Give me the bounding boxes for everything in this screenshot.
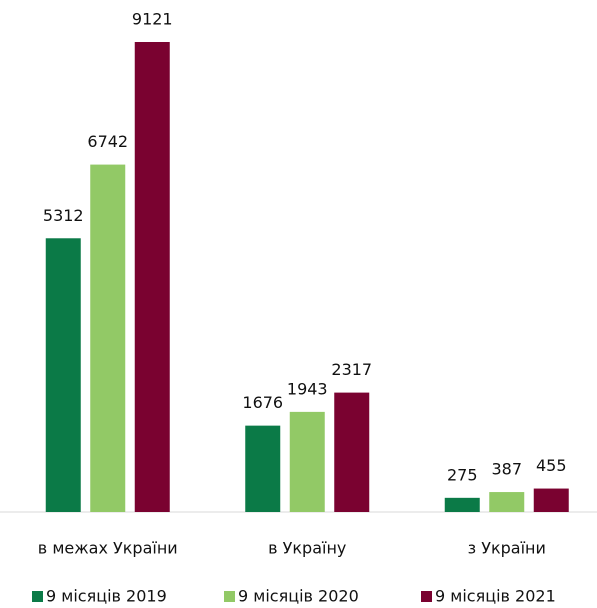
bar — [245, 425, 281, 512]
bar — [533, 488, 569, 512]
bar — [90, 164, 126, 512]
bar — [289, 411, 325, 512]
value-label: 455 — [536, 456, 567, 475]
bar — [489, 492, 525, 512]
value-label: 1676 — [242, 393, 283, 412]
value-label: 6742 — [87, 132, 128, 151]
legend-swatch — [421, 591, 432, 602]
x-tick-label: в межах України — [38, 539, 178, 558]
legend-label: 9 місяців 2019 — [46, 587, 167, 606]
x-tick-label: в Україну — [268, 539, 346, 558]
value-label: 275 — [447, 465, 478, 484]
legend-label: 9 місяців 2021 — [435, 587, 556, 606]
x-tick-label: з України — [468, 539, 546, 558]
value-label: 5312 — [43, 206, 84, 225]
bar — [45, 238, 81, 512]
bar — [444, 497, 480, 512]
bar — [134, 42, 170, 512]
legend-label: 9 місяців 2020 — [238, 587, 359, 606]
bar — [334, 392, 370, 512]
value-label: 9121 — [132, 10, 173, 29]
value-label: 1943 — [287, 379, 328, 398]
value-label: 2317 — [331, 360, 372, 379]
legend-swatch — [224, 591, 235, 602]
value-label: 387 — [491, 460, 522, 479]
legend-swatch — [32, 591, 43, 602]
